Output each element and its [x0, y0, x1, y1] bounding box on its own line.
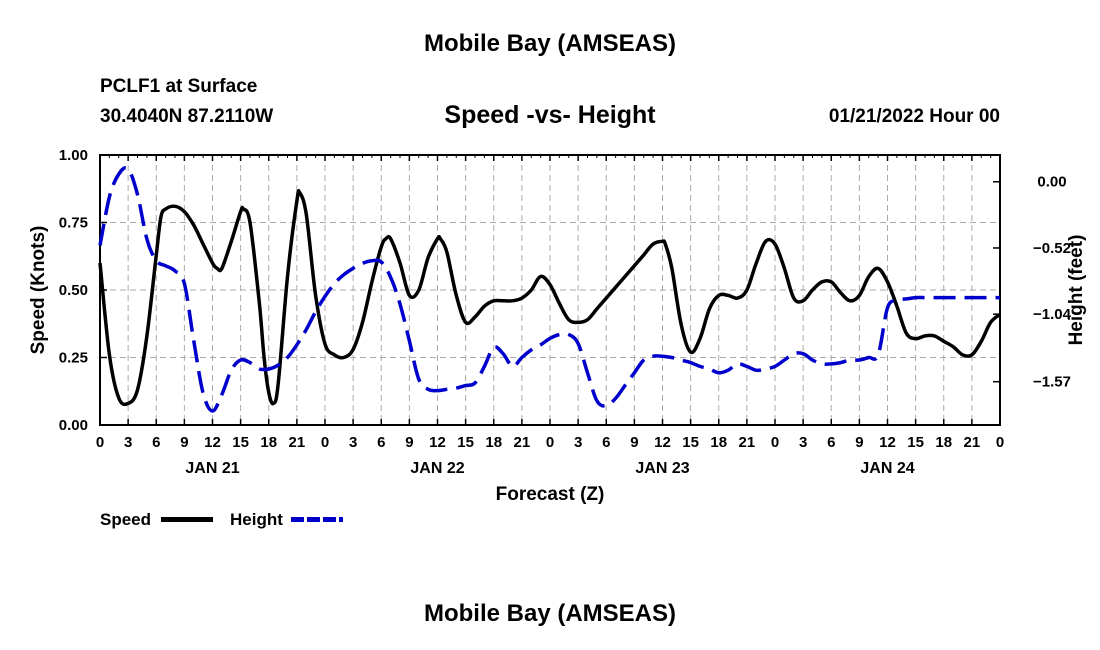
x-tick-label: 3 — [349, 434, 357, 451]
chart-main-title: Mobile Bay (AMSEAS) — [423, 30, 677, 57]
x-tick-label: 6 — [602, 434, 610, 451]
y-left-tick-label: 0.50 — [59, 282, 88, 299]
x-tick-label: 3 — [574, 434, 582, 451]
footer-title: Mobile Bay (AMSEAS) — [423, 600, 677, 627]
x-tick-label: 15 — [232, 434, 249, 451]
x-tick-label: 18 — [260, 434, 277, 451]
series-line-speed — [98, 188, 1002, 407]
y-right-tick-label: −0.52 — [1033, 240, 1071, 257]
day-label: JAN 24 — [860, 460, 914, 477]
x-tick-label: 0 — [771, 434, 779, 451]
y-right-axis-title: Height (feet) — [1066, 235, 1087, 346]
x-axis-title: Forecast (Z) — [496, 484, 605, 505]
x-tick-label: 6 — [827, 434, 835, 451]
x-tick-label: 15 — [457, 434, 474, 451]
y-left-tick-label: 1.00 — [59, 147, 88, 164]
day-label: JAN 22 — [410, 460, 464, 477]
day-label: JAN 23 — [635, 460, 689, 477]
chart-title: Speed -vs- Height — [444, 101, 656, 129]
y-left-tick-label: 0.75 — [59, 215, 88, 232]
series-line-height — [98, 165, 1000, 413]
x-tick-label: 9 — [630, 434, 638, 451]
x-tick-label: 21 — [514, 434, 531, 451]
x-tick-label: 6 — [377, 434, 385, 451]
y-right-tick-label: −1.57 — [1033, 374, 1071, 391]
legend-speed-label: Speed — [100, 510, 152, 529]
x-tick-label: 9 — [405, 434, 413, 451]
x-tick-label: 21 — [964, 434, 981, 451]
x-tick-label: 15 — [907, 434, 924, 451]
x-tick-label: 12 — [204, 434, 221, 451]
x-tick-label: 3 — [799, 434, 807, 451]
legend-height-label: Height — [230, 510, 283, 529]
legend-height-swatch — [291, 517, 343, 522]
x-tick-label: 9 — [855, 434, 863, 451]
day-label: JAN 21 — [185, 460, 239, 477]
x-tick-label: 0 — [321, 434, 329, 451]
x-tick-label: 21 — [739, 434, 756, 451]
x-tick-label: 0 — [546, 434, 554, 451]
x-tick-label: 18 — [935, 434, 952, 451]
x-tick-label: 12 — [879, 434, 896, 451]
x-tick-label: 0 — [96, 434, 104, 451]
legend-speed-swatch — [161, 517, 213, 522]
x-tick-label: 6 — [152, 434, 160, 451]
x-tick-label: 21 — [289, 434, 306, 451]
station-label: PCLF1 at Surface — [100, 76, 258, 97]
x-tick-label: 15 — [682, 434, 699, 451]
forecast-date: 01/21/2022 Hour 00 — [828, 106, 1000, 127]
x-tick-label: 9 — [180, 434, 188, 451]
x-tick-label: 0 — [996, 434, 1004, 451]
x-tick-label: 12 — [654, 434, 671, 451]
y-right-tick-label: 0.00 — [1037, 174, 1066, 191]
x-tick-label: 12 — [429, 434, 446, 451]
x-tick-label: 18 — [710, 434, 727, 451]
x-tick-label: 18 — [485, 434, 502, 451]
station-coords: 30.4040N 87.2110W — [100, 106, 274, 127]
y-left-tick-label: 0.25 — [59, 350, 88, 367]
x-tick-label: 3 — [124, 434, 132, 451]
y-left-tick-label: 0.00 — [59, 417, 88, 434]
y-left-axis-title: Speed (Knots) — [28, 226, 49, 355]
y-right-tick-label: −1.04 — [1033, 306, 1072, 323]
